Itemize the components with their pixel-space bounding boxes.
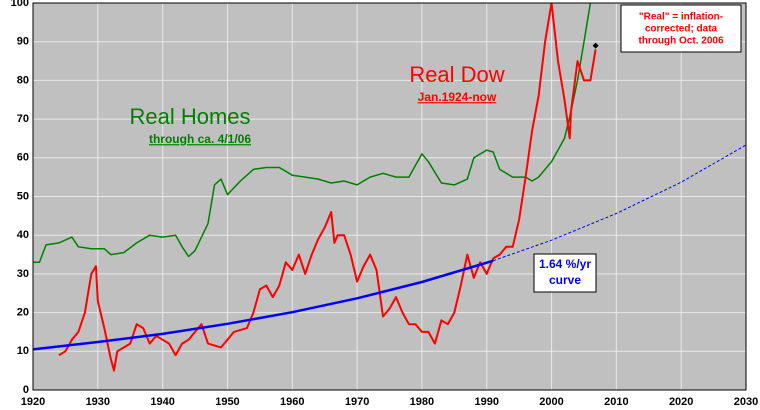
series-line <box>493 144 746 262</box>
x-tick-label: 1960 <box>280 396 304 408</box>
y-tick-label: 100 <box>11 0 29 9</box>
x-tick-label: 1990 <box>474 396 498 408</box>
x-tick-label: 2030 <box>734 396 758 408</box>
annotation: "Real" = inflation- <box>639 12 723 23</box>
marker <box>592 42 599 49</box>
y-tick-label: 70 <box>17 113 29 125</box>
series-line <box>33 259 494 351</box>
x-tick-label: 1930 <box>86 396 110 408</box>
y-tick-label: 20 <box>17 307 29 319</box>
x-tick-label: 1940 <box>150 396 174 408</box>
y-tick-label: 90 <box>17 36 29 48</box>
y-tick-label: 60 <box>17 152 29 164</box>
x-tick-label: 2020 <box>669 396 693 408</box>
x-tick-label: 2000 <box>539 396 563 408</box>
x-tick-label: 1970 <box>345 396 369 408</box>
y-tick-label: 80 <box>17 74 29 86</box>
x-tick-label: 1980 <box>410 396 434 408</box>
annotation: curve <box>549 273 581 287</box>
annotation: Real Dow <box>409 62 504 87</box>
plot-frame <box>32 2 747 391</box>
y-tick-label: 50 <box>17 190 29 202</box>
annotation: through ca. 4/1/06 <box>149 132 251 146</box>
y-tick-label: 40 <box>17 229 29 241</box>
y-tick-label: 30 <box>17 268 29 280</box>
annotation: Jan.1924-now <box>418 90 497 104</box>
x-tick-label: 2010 <box>604 396 628 408</box>
x-tick-label: 1950 <box>215 396 239 408</box>
annotation: Real Homes <box>129 104 250 129</box>
series-line <box>58 3 597 372</box>
y-tick-label: 10 <box>17 345 29 357</box>
curve-label-box <box>533 253 597 293</box>
annotation: 1.64 %/yr <box>539 257 591 271</box>
series-line <box>33 3 592 264</box>
annotation: corrected; data <box>645 24 718 35</box>
x-tick-label: 1920 <box>21 396 45 408</box>
y-tick-label: 0 <box>23 384 29 396</box>
annotation: through Oct. 2006 <box>638 36 723 47</box>
note-box <box>620 4 742 53</box>
